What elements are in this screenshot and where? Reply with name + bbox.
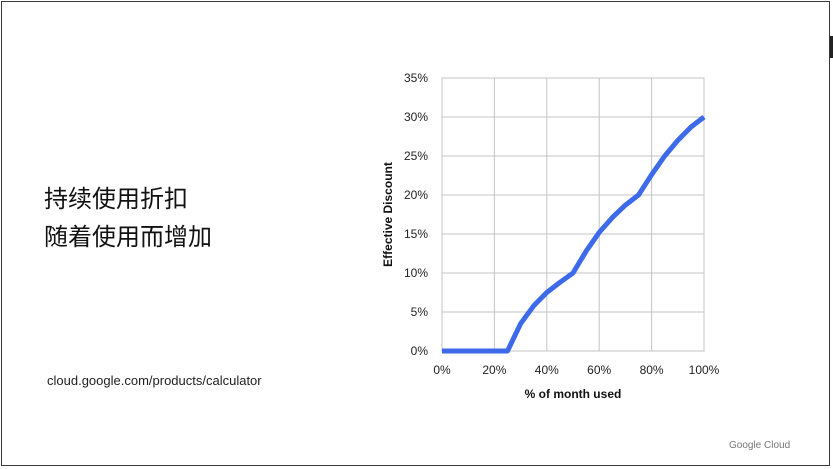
x-axis-title: % of month used — [525, 387, 622, 401]
y-tick-label: 25% — [404, 149, 428, 163]
x-tick-label: 60% — [587, 363, 611, 377]
discount-chart: 0% 5% 10% 15% 20% 25% 30% 35% 0% 20% 40% 60% 80% 100%… — [381, 71, 720, 401]
y-tick-label: 20% — [404, 188, 428, 202]
y-tick-label: 35% — [404, 71, 428, 85]
plot-area — [441, 77, 705, 352]
x-tick-label: 80% — [640, 363, 664, 377]
y-tick-label: 0% — [411, 344, 429, 358]
headline-line-1: 持续使用折扣 — [44, 185, 188, 213]
google-cloud-brand: Google Cloud — [729, 440, 791, 451]
x-tick-label: 20% — [482, 363, 506, 377]
discount-series-line — [442, 115, 706, 354]
headline-line-2: 随着使用而增加 — [44, 223, 212, 251]
x-tick-label: 40% — [535, 363, 559, 377]
y-axis-title: Effective Discount — [381, 162, 395, 267]
y-tick-label: 10% — [404, 266, 428, 280]
y-tick-label: 30% — [404, 110, 428, 124]
calculator-url: cloud.google.com/products/calculator — [47, 373, 262, 388]
y-tick-label: 5% — [411, 305, 429, 319]
x-tick-label: 0% — [433, 363, 451, 377]
slide-headline: 持续使用折扣 随着使用而增加 — [44, 180, 212, 256]
y-tick-label: 15% — [404, 227, 428, 241]
x-tick-label: 100% — [689, 363, 720, 377]
edge-marker — [830, 36, 833, 58]
